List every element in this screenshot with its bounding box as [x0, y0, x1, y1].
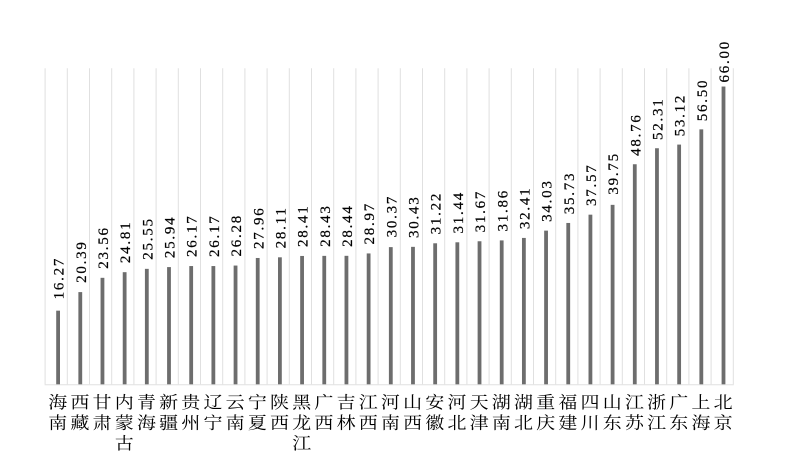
svg-text:24.81: 24.81: [118, 221, 134, 264]
svg-text:52.31: 52.31: [651, 98, 667, 141]
svg-text:31.67: 31.67: [473, 190, 489, 233]
svg-text:30.37: 30.37: [384, 195, 400, 238]
svg-text:16.27: 16.27: [52, 257, 68, 300]
svg-text:66.00: 66.00: [717, 40, 733, 83]
svg-text:20.39: 20.39: [74, 240, 90, 283]
svg-text:30.43: 30.43: [407, 195, 423, 238]
svg-text:31.44: 31.44: [451, 191, 467, 234]
svg-text:27.96: 27.96: [251, 207, 267, 250]
svg-text:25.94: 25.94: [163, 216, 179, 259]
svg-text:25.55: 25.55: [140, 217, 156, 260]
svg-text:56.50: 56.50: [695, 79, 711, 122]
svg-text:28.43: 28.43: [318, 204, 334, 247]
svg-text:32.41: 32.41: [517, 187, 533, 230]
svg-text:37.57: 37.57: [584, 164, 600, 207]
svg-text:28.11: 28.11: [273, 206, 289, 248]
svg-text:28.44: 28.44: [340, 204, 356, 247]
svg-text:31.22: 31.22: [429, 192, 445, 235]
svg-text:48.76: 48.76: [628, 113, 644, 156]
svg-text:26.17: 26.17: [185, 215, 201, 258]
svg-text:53.12: 53.12: [673, 94, 689, 137]
svg-text:26.17: 26.17: [207, 215, 223, 258]
svg-text:23.56: 23.56: [96, 226, 112, 269]
svg-text:31.86: 31.86: [495, 189, 511, 232]
svg-text:35.73: 35.73: [562, 172, 578, 215]
svg-text:39.75: 39.75: [606, 152, 622, 195]
svg-text:34.03: 34.03: [540, 179, 556, 222]
svg-text:26.28: 26.28: [229, 214, 245, 257]
svg-text:28.41: 28.41: [296, 205, 312, 248]
svg-text:28.97: 28.97: [362, 202, 378, 245]
